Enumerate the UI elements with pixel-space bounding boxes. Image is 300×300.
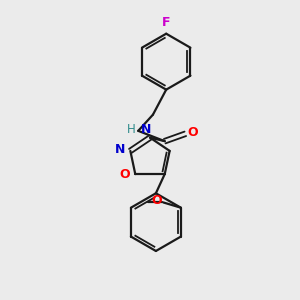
Text: F: F bbox=[162, 16, 170, 29]
Text: N: N bbox=[141, 123, 151, 136]
Text: O: O bbox=[152, 194, 162, 207]
Text: O: O bbox=[188, 126, 198, 140]
Text: N: N bbox=[115, 143, 125, 156]
Text: H: H bbox=[127, 123, 136, 136]
Text: O: O bbox=[119, 168, 130, 181]
